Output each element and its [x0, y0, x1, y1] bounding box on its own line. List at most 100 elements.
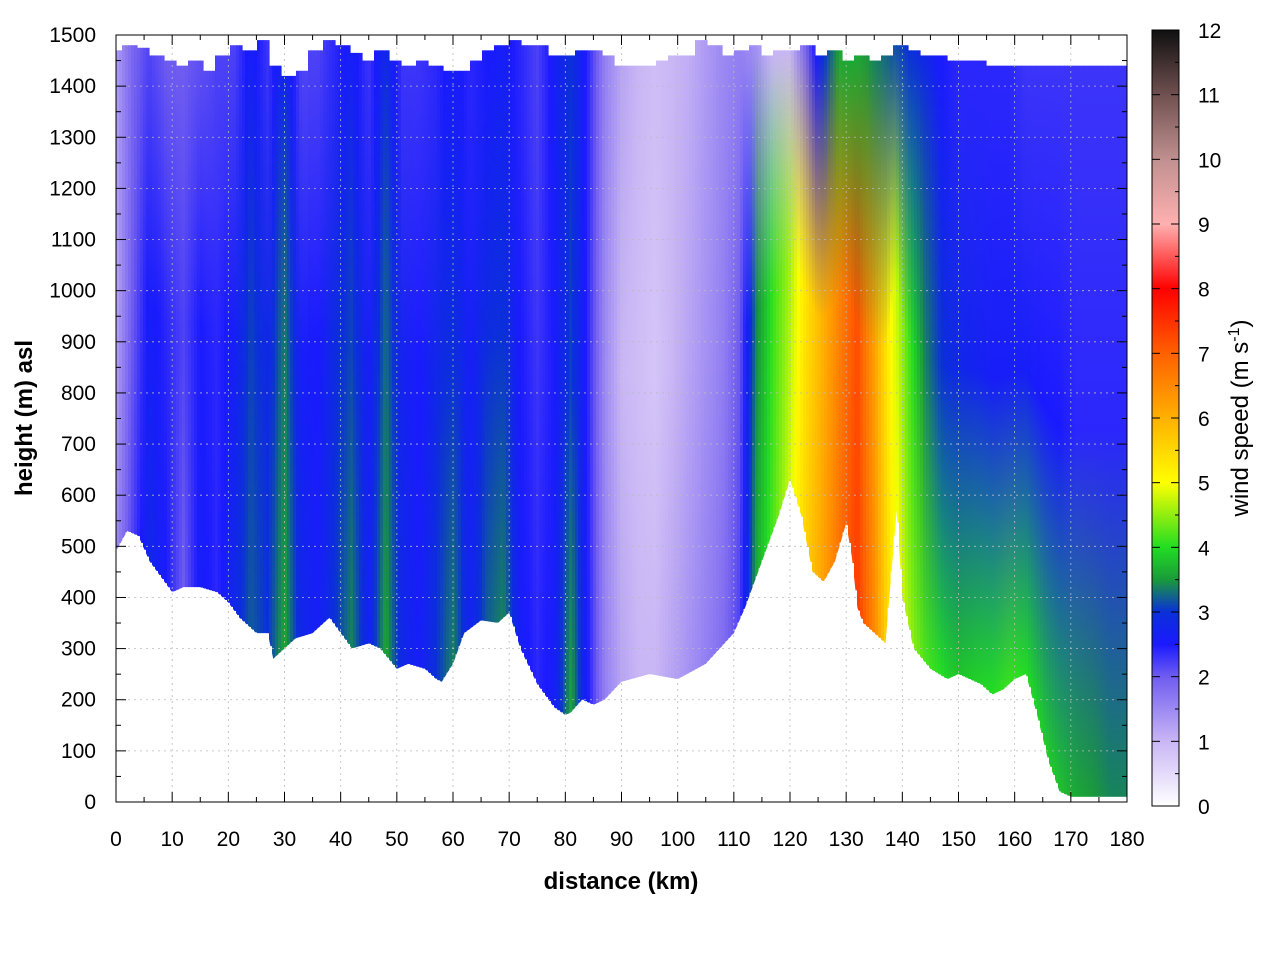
- wind-column: [677, 55, 681, 679]
- y-tick-label: 1100: [51, 229, 96, 252]
- wind-column: [938, 55, 942, 675]
- wind-column: [191, 60, 195, 588]
- wind-column: [494, 45, 498, 623]
- wind-column: [977, 60, 981, 684]
- wind-column: [254, 50, 258, 633]
- wind-column: [257, 40, 261, 634]
- wind-column: [608, 55, 612, 695]
- y-tick-label: 1000: [49, 280, 96, 303]
- wind-column: [1088, 65, 1092, 797]
- wind-column: [821, 55, 825, 582]
- wind-column: [920, 55, 924, 659]
- colorbar-tick-label: 12: [1198, 20, 1221, 43]
- wind-column: [1091, 65, 1095, 797]
- wind-column: [464, 70, 468, 633]
- wind-column: [773, 50, 777, 528]
- wind-column: [749, 45, 753, 593]
- wind-column: [578, 50, 582, 703]
- wind-column: [1040, 65, 1044, 733]
- y-tick-label: 200: [61, 689, 96, 712]
- wind-column: [842, 60, 846, 533]
- x-tick-label: 0: [110, 828, 122, 851]
- wind-column: [908, 50, 912, 631]
- wind-column: [1076, 65, 1080, 797]
- x-tick-label: 60: [441, 828, 464, 851]
- wind-column: [248, 50, 252, 627]
- wind-column: [716, 45, 720, 652]
- wind-column: [296, 70, 300, 638]
- wind-column: [518, 40, 522, 646]
- wind-column: [923, 55, 927, 662]
- wind-column: [1007, 65, 1011, 685]
- wind-column: [1085, 65, 1089, 797]
- wind-column: [359, 52, 363, 646]
- x-axis-title: distance (km): [544, 868, 699, 895]
- wind-column: [263, 40, 267, 634]
- wind-column: [206, 70, 210, 590]
- colorbar-title-end: ): [1227, 320, 1254, 328]
- x-tick-label: 20: [217, 828, 240, 851]
- wind-column: [530, 45, 534, 673]
- wind-column: [371, 60, 375, 646]
- wind-column: [1016, 65, 1020, 678]
- wind-column: [926, 55, 930, 666]
- wind-column: [833, 50, 837, 563]
- wind-column: [596, 50, 600, 703]
- x-tick-label: 100: [660, 828, 695, 851]
- wind-column: [227, 55, 231, 603]
- wind-column: [560, 55, 564, 713]
- wind-column: [326, 40, 330, 620]
- wind-column: [992, 65, 996, 695]
- wind-column: [881, 55, 885, 641]
- wind-column: [182, 65, 186, 588]
- wind-column: [218, 55, 222, 595]
- wind-column: [629, 65, 633, 680]
- y-tick-label: 400: [61, 586, 96, 609]
- wind-column: [950, 60, 954, 678]
- wind-column: [899, 45, 903, 570]
- wind-column: [452, 70, 456, 663]
- wind-column: [932, 55, 936, 671]
- wind-column: [479, 60, 483, 621]
- wind-column: [401, 65, 405, 667]
- wind-column: [983, 60, 987, 688]
- wind-column: [128, 45, 132, 533]
- wind-column: [506, 45, 510, 615]
- wind-column: [419, 60, 423, 668]
- wind-column: [536, 45, 540, 685]
- wind-column: [131, 45, 135, 534]
- colorbar-tick-label: 7: [1198, 343, 1210, 366]
- y-tick-label: 300: [61, 638, 96, 661]
- wind-column: [338, 45, 342, 632]
- wind-column: [611, 55, 615, 692]
- wind-column: [266, 40, 270, 634]
- wind-column: [797, 50, 801, 507]
- wind-column: [617, 65, 621, 686]
- wind-column: [179, 65, 183, 589]
- terrain-surface: [116, 479, 1127, 802]
- x-tick-label: 140: [885, 828, 920, 851]
- wind-column: [134, 45, 138, 535]
- wind-column: [632, 65, 636, 679]
- y-tick-label: 1400: [49, 75, 96, 98]
- wind-column: [839, 50, 843, 543]
- wind-column: [644, 65, 648, 676]
- y-tick-label: 800: [61, 382, 96, 405]
- wind-column: [566, 55, 570, 715]
- wind-column: [392, 60, 396, 666]
- wind-column: [782, 50, 786, 501]
- wind-column: [1004, 65, 1008, 688]
- colorbar-tick-label: 1: [1198, 731, 1210, 754]
- wind-column: [140, 47, 144, 544]
- wind-column: [143, 47, 147, 550]
- wind-column: [1112, 65, 1116, 797]
- x-tick-label: 30: [273, 828, 296, 851]
- wind-column: [665, 60, 669, 678]
- wind-column: [647, 65, 651, 675]
- wind-column: [683, 55, 687, 676]
- wind-column: [545, 45, 549, 698]
- wind-column: [1037, 65, 1041, 721]
- wind-column: [713, 45, 717, 655]
- wind-column: [974, 60, 978, 682]
- wind-column: [413, 65, 417, 666]
